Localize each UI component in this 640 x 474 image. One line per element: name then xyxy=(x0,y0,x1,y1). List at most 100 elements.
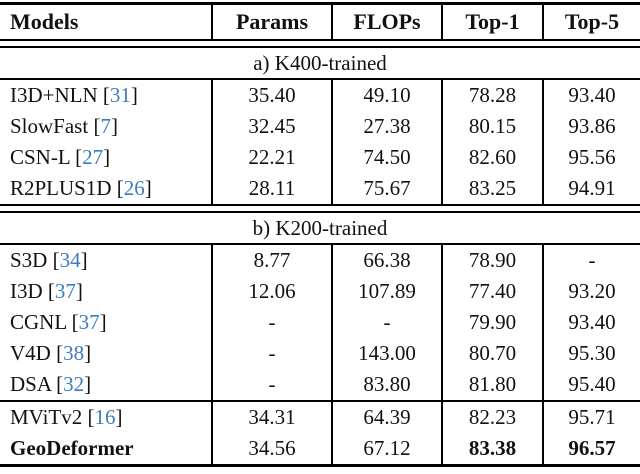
table-row: V4D [38] -143.00 80.70 95.30 xyxy=(0,338,640,369)
model-cell: V4D [38] xyxy=(0,338,213,369)
top1-cell: 80.15 xyxy=(442,111,544,142)
model-name: S3D xyxy=(10,248,48,272)
table-row: R2PLUS1D [26] 28.11 75.67 83.25 94.91 xyxy=(0,173,640,205)
model-cell: S3D [34] xyxy=(0,244,213,276)
table-row: DSA [32] -83.80 81.80 95.40 xyxy=(0,369,640,401)
flops-cell: 107.89 xyxy=(332,276,443,307)
params-cell: - xyxy=(212,307,333,338)
model-cell: SlowFast [7] xyxy=(0,111,213,142)
model-name: V4D xyxy=(10,341,51,365)
col-header-flops: FLOPs xyxy=(332,3,443,40)
citation-link[interactable]: 7 xyxy=(100,114,111,138)
top1-cell: 82.23 xyxy=(442,400,544,433)
model-cell: CSN-L [27] xyxy=(0,142,213,173)
flops-cell: 27.38 xyxy=(332,111,443,142)
flops-cell: 67.12 xyxy=(332,433,443,466)
params-cell: 34.31 xyxy=(212,400,333,433)
col-header-top1: Top-1 xyxy=(442,3,544,40)
top5-cell: 95.56 xyxy=(568,145,616,169)
model-cell: GeoDeformer xyxy=(0,433,213,466)
citation-link[interactable]: 37 xyxy=(54,279,76,303)
citation-link[interactable]: 32 xyxy=(63,372,85,396)
model-name: GeoDeformer xyxy=(10,436,134,460)
flops-cell: 74.50 xyxy=(332,142,443,173)
model-name: I3D xyxy=(10,279,43,303)
params-cell: - xyxy=(212,369,333,401)
table-row: CGNL [37] - -79.90 93.40 xyxy=(0,307,640,338)
table-row: CSN-L [27] 22.21 74.50 82.60 95.56 xyxy=(0,142,640,173)
params-cell: 32.45 xyxy=(212,111,333,142)
citation-link[interactable]: 16 xyxy=(94,405,116,429)
col-header-top5: Top-5 xyxy=(564,9,620,34)
flops-cell: 143.00 xyxy=(332,338,443,369)
top1-cell: 82.60 xyxy=(442,142,544,173)
double-rule-line xyxy=(0,204,640,213)
top1-cell: 78.28 xyxy=(442,79,544,111)
model-name: MViTv2 xyxy=(10,405,83,429)
section-header-row: a) K400-trained xyxy=(0,47,640,80)
params-cell: 34.56 xyxy=(212,433,333,466)
top5-cell: 95.30 xyxy=(568,341,616,365)
section-header-row: b) K200-trained xyxy=(0,212,640,245)
double-rule xyxy=(0,39,640,48)
model-cell: MViTv2 [16] xyxy=(0,400,213,433)
top1-cell: 78.90 xyxy=(442,244,544,276)
model-name: R2PLUS1D xyxy=(10,176,112,200)
header-row: Models Params FLOPs Top-1 Top-5 xyxy=(0,3,640,40)
top1-cell: 81.80 xyxy=(442,369,544,401)
table-row: GeoDeformer 34.56 67.12 83.38 96.57 xyxy=(0,433,640,466)
flops-cell: 49.10 xyxy=(332,79,443,111)
flops-cell: 66.38 xyxy=(332,244,443,276)
top5-cell: 95.40 xyxy=(568,372,616,396)
model-name: CSN-L xyxy=(10,145,70,169)
top5-cell: 93.86 xyxy=(568,114,616,138)
top1-cell: 80.70 xyxy=(442,338,544,369)
citation-link[interactable]: 38 xyxy=(63,341,85,365)
model-cell: I3D+NLN [31] xyxy=(0,79,213,111)
top5-cell: 93.40 xyxy=(568,83,616,107)
model-cell: I3D [37] xyxy=(0,276,213,307)
table-row: I3D [37] 12.06 107.89 77.40 93.20 xyxy=(0,276,640,307)
table-row: SlowFast [7] 32.45 27.38 80.15 93.86 xyxy=(0,111,640,142)
model-name: DSA xyxy=(10,372,51,396)
model-cell: DSA [32] xyxy=(0,369,213,401)
citation-link[interactable]: 31 xyxy=(109,83,131,107)
citation-link[interactable]: 34 xyxy=(59,248,81,272)
params-cell: 28.11 xyxy=(212,173,333,205)
top1-cell: 79.90 xyxy=(442,307,544,338)
top1-cell: 83.25 xyxy=(442,173,544,205)
top1-cell: 83.38 xyxy=(442,433,544,466)
params-cell: 22.21 xyxy=(212,142,333,173)
col-header-models: Models xyxy=(0,3,213,40)
model-name: SlowFast xyxy=(10,114,89,138)
params-cell: - xyxy=(212,338,333,369)
flops-cell: 75.67 xyxy=(332,173,443,205)
top5-cell: 94.91 xyxy=(568,176,616,200)
model-name: I3D+NLN xyxy=(10,83,98,107)
top5-cell: - xyxy=(588,248,596,272)
flops-cell: 64.39 xyxy=(332,400,443,433)
model-name: CGNL xyxy=(10,310,67,334)
double-rule xyxy=(0,204,640,213)
citation-link[interactable]: 26 xyxy=(123,176,145,200)
params-cell: 35.40 xyxy=(212,79,333,111)
model-cell: CGNL [37] xyxy=(0,307,213,338)
citation-link[interactable]: 37 xyxy=(78,310,100,334)
citation-link[interactable]: 27 xyxy=(82,145,104,169)
model-cell: R2PLUS1D [26] xyxy=(0,173,213,205)
top5-cell: 93.20 xyxy=(568,279,616,303)
top5-cell: 95.71 xyxy=(543,400,640,433)
section-title: b) K200-trained xyxy=(0,212,640,245)
top1-cell: 77.40 xyxy=(442,276,544,307)
section-title: a) K400-trained xyxy=(0,47,640,80)
flops-cell: 83.80 xyxy=(332,369,443,401)
double-rule-line xyxy=(0,39,640,48)
flops-cell: - xyxy=(332,307,443,338)
col-header-params: Params xyxy=(212,3,333,40)
table-row: MViTv2 [16] 34.31 64.39 82.23 95.71 xyxy=(0,400,640,433)
table-row: I3D+NLN [31] 35.40 49.10 78.28 93.40 xyxy=(0,79,640,111)
top5-cell: 93.40 xyxy=(568,310,616,334)
params-cell: 12.06 xyxy=(212,276,333,307)
top5-cell: 96.57 xyxy=(568,436,616,460)
